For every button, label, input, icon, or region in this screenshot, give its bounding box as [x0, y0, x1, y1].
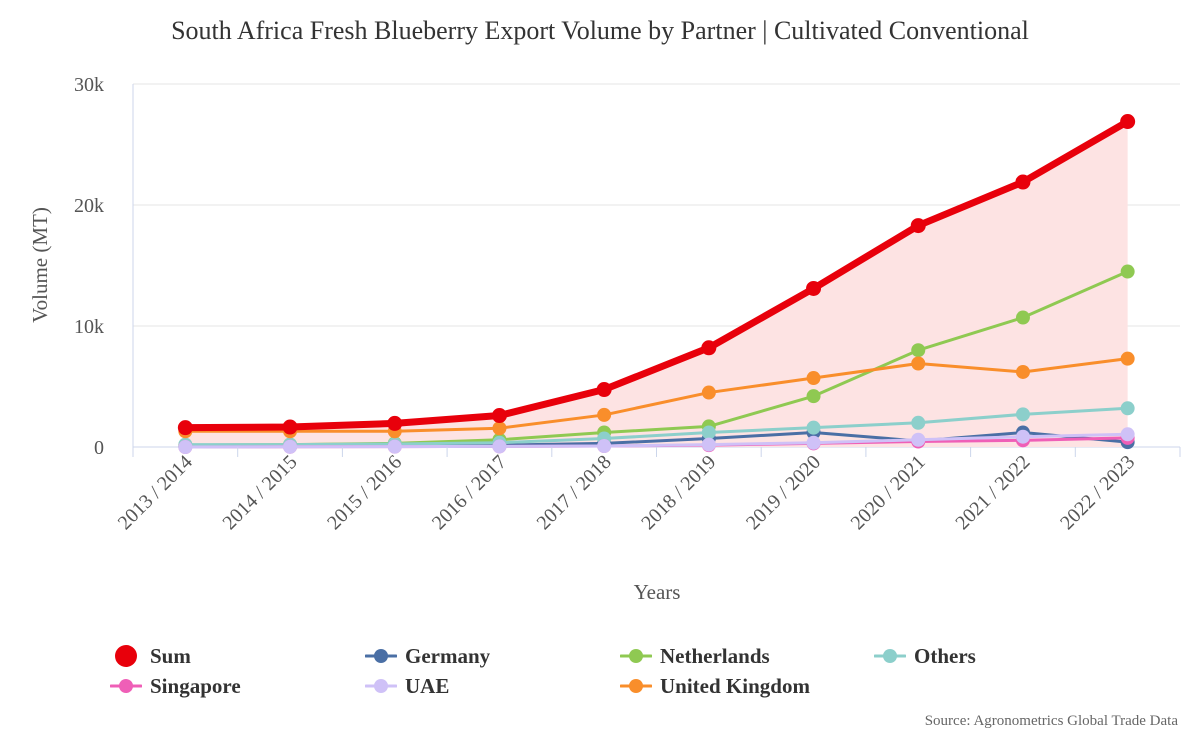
data-point-netherlands[interactable] [806, 389, 821, 404]
data-point-others[interactable] [701, 425, 716, 440]
legend-item-sum[interactable]: Sum [110, 641, 191, 671]
data-point-sum[interactable] [177, 420, 193, 436]
legend-symbol [110, 679, 142, 693]
data-point-sum[interactable] [282, 419, 298, 435]
data-point-uae[interactable] [492, 439, 507, 454]
series-line-uae [183, 432, 1130, 449]
series-sum [177, 114, 1136, 436]
legend-label: Germany [405, 643, 491, 668]
legend-symbol [620, 679, 652, 693]
legend-item-netherlands[interactable]: Netherlands [620, 641, 770, 671]
y-tick-label: 20k [74, 195, 104, 217]
x-axis-title: Years [634, 580, 681, 604]
legend-item-uae[interactable]: UAE [365, 671, 449, 701]
data-point-sum[interactable] [596, 382, 612, 398]
legend-symbol [365, 679, 397, 693]
data-point-uae[interactable] [283, 439, 298, 454]
y-tick-label: 0 [94, 437, 104, 459]
data-point-others[interactable] [1015, 407, 1030, 422]
x-tick-label: 2022 / 2023 [1056, 451, 1139, 534]
legend-symbol [115, 645, 137, 667]
data-point-uae[interactable] [701, 437, 716, 452]
data-point-sum[interactable] [806, 280, 822, 296]
legend-label: Singapore [150, 673, 241, 698]
data-point-uae[interactable] [597, 439, 612, 454]
y-tick-label: 30k [74, 74, 104, 96]
x-tick-label: 2017 / 2018 [533, 451, 616, 534]
line-chart: 0 10k 20k 30k 2013 / 2014 2014 / 2015 2015 / … [28, 74, 1181, 604]
data-point-sum[interactable] [701, 340, 717, 356]
y-tick-label: 10k [74, 316, 104, 338]
data-point-netherlands[interactable] [1120, 264, 1135, 279]
x-tick-label: 2015 / 2016 [323, 451, 406, 534]
data-point-sum[interactable] [1120, 114, 1136, 130]
data-point-sum[interactable] [387, 415, 403, 431]
data-point-netherlands[interactable] [911, 343, 926, 358]
x-tick-label: 2019 / 2020 [742, 451, 825, 534]
source-credit: Source: Agronometrics Global Trade Data [924, 713, 1178, 729]
data-point-uae[interactable] [178, 440, 193, 454]
legend-item-singapore[interactable]: Singapore [110, 671, 241, 701]
data-point-uae[interactable] [387, 439, 402, 454]
x-tick-label: 2021 / 2022 [951, 451, 1034, 534]
legend-label: Netherlands [660, 643, 770, 668]
x-tick-label: 2013 / 2014 [114, 451, 197, 534]
data-point-uae[interactable] [806, 435, 821, 450]
data-point-others[interactable] [1120, 401, 1135, 416]
legend-item-united-kingdom[interactable]: United Kingdom [620, 671, 810, 701]
series-line-sum [181, 118, 1132, 432]
data-point-united-kingdom[interactable] [597, 407, 612, 422]
series-layer [177, 114, 1136, 454]
legend-symbol [620, 649, 652, 663]
series-line-others [183, 406, 1130, 447]
data-point-others[interactable] [911, 415, 926, 430]
legend-symbol [874, 649, 906, 663]
x-tick-label: 2018 / 2019 [637, 451, 720, 534]
series-uae [178, 427, 1135, 454]
data-point-uae[interactable] [1120, 427, 1135, 442]
legend-label: Others [914, 643, 976, 668]
data-point-united-kingdom[interactable] [492, 421, 507, 436]
legend-item-germany[interactable]: Germany [365, 641, 490, 671]
data-point-united-kingdom[interactable] [701, 385, 716, 400]
data-point-sum[interactable] [1015, 174, 1031, 190]
series-area-sum [185, 121, 1128, 447]
data-point-sum[interactable] [910, 218, 926, 234]
data-point-others[interactable] [806, 420, 821, 435]
x-axis-labels: 2013 / 2014 2014 / 2015 2015 / 2016 2016 / … [114, 447, 1181, 534]
data-point-united-kingdom[interactable] [806, 371, 821, 386]
data-point-united-kingdom[interactable] [1015, 364, 1030, 379]
legend-label: Sum [150, 643, 191, 668]
data-point-sum[interactable] [491, 408, 507, 424]
legend-label: UAE [405, 673, 450, 698]
x-tick-label: 2014 / 2015 [218, 451, 301, 534]
series-line-united-kingdom [183, 357, 1130, 433]
legend-symbol [365, 649, 397, 663]
y-axis-title: Volume (MT) [28, 207, 52, 323]
data-point-united-kingdom[interactable] [911, 356, 926, 371]
chart-title: South Africa Fresh Blueberry Export Volu… [171, 16, 1029, 45]
x-tick-label: 2020 / 2021 [847, 451, 930, 534]
data-point-united-kingdom[interactable] [1120, 351, 1135, 366]
legend-item-others[interactable]: Others [874, 641, 976, 671]
data-point-netherlands[interactable] [1015, 310, 1030, 325]
x-tick-label: 2016 / 2017 [428, 451, 511, 534]
y-axis-ticks: 0 10k 20k 30k [74, 74, 104, 459]
legend-label: United Kingdom [660, 673, 810, 698]
data-point-uae[interactable] [911, 432, 926, 447]
data-point-uae[interactable] [1015, 429, 1030, 444]
